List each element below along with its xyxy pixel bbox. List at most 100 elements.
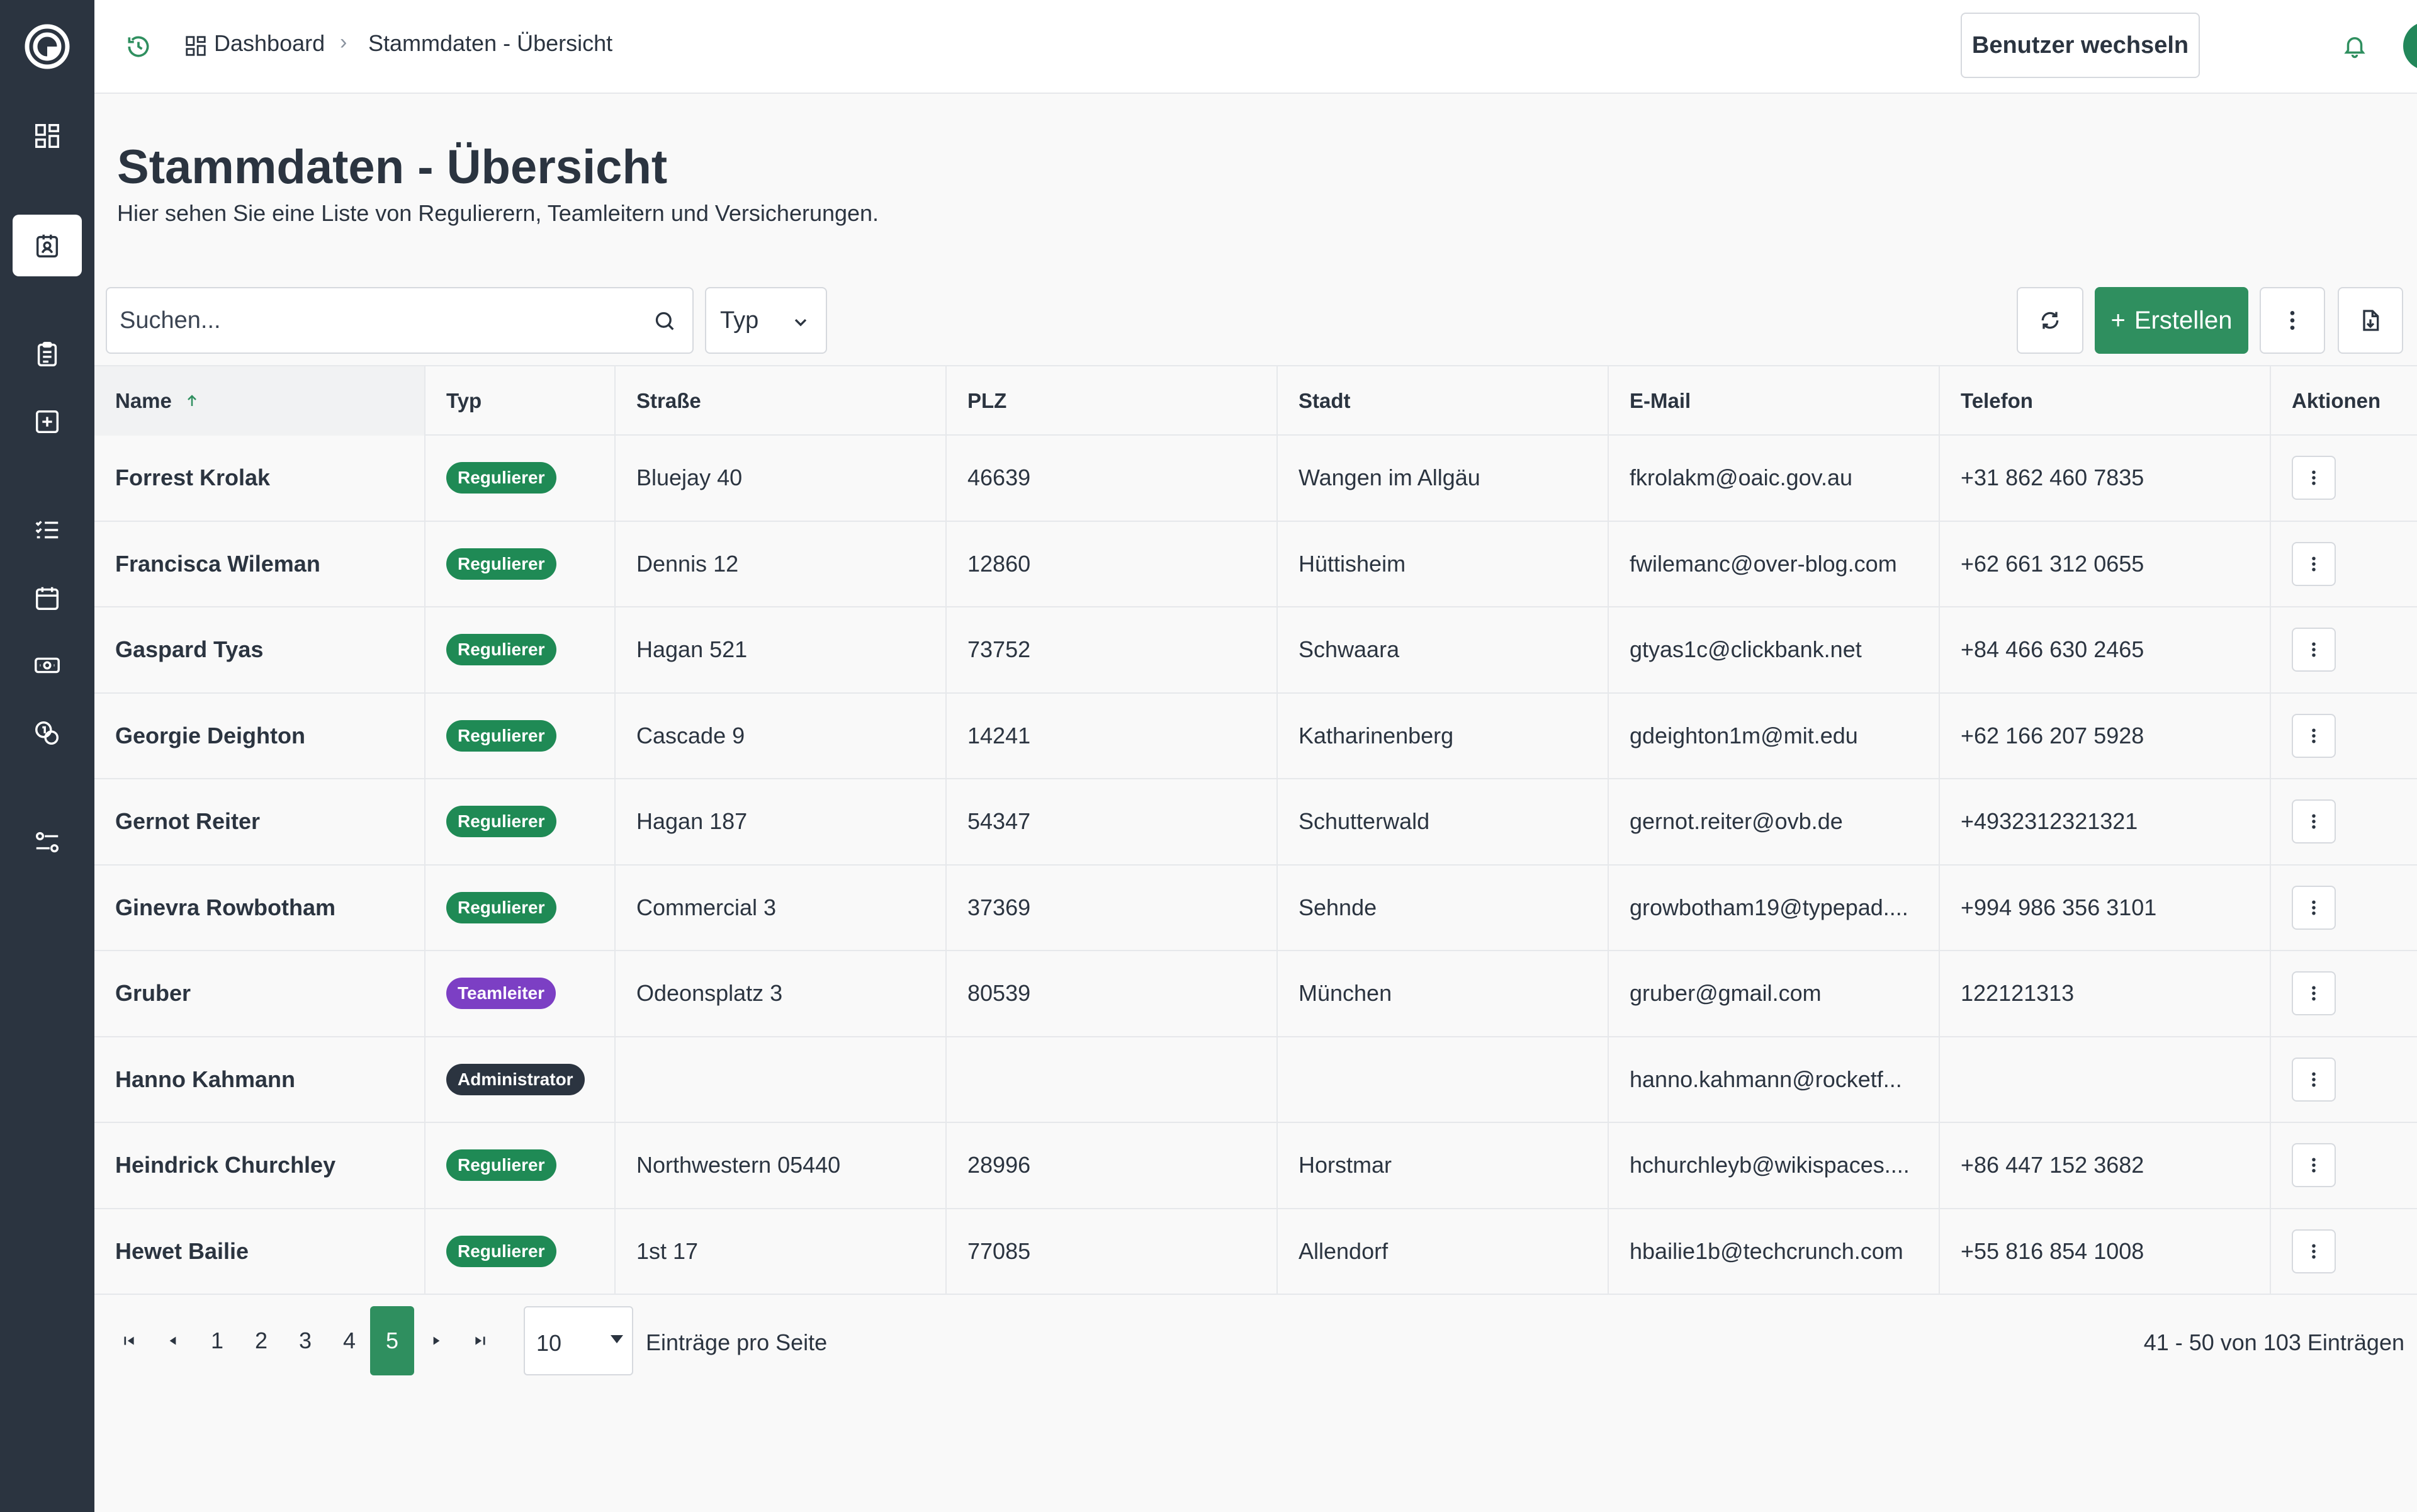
- page-button[interactable]: 2: [254, 1328, 268, 1353]
- table-row[interactable]: Gernot Reiter Regulierer Hagan 187 54347 Sch…: [94, 779, 2417, 866]
- sidebar-item-settings[interactable]: [13, 811, 82, 873]
- sidebar: [0, 0, 94, 1512]
- cell-street: Commercial 3: [616, 865, 947, 950]
- row-actions-button[interactable]: [2292, 799, 2336, 844]
- cell-name: Heindrick Churchley: [94, 1123, 425, 1208]
- table-row[interactable]: Gruber Teamleiter Odeonsplatz 3 80539 Münche…: [94, 951, 2417, 1037]
- row-actions-button[interactable]: [2292, 1143, 2336, 1188]
- search-icon[interactable]: [652, 308, 677, 334]
- table-row[interactable]: Hanno Kahmann Administrator hanno.kahmann@…: [94, 1037, 2417, 1123]
- column-header-actions: Aktionen: [2292, 389, 2381, 412]
- first-page-button[interactable]: [107, 1306, 151, 1375]
- prev-page-button[interactable]: [151, 1306, 195, 1375]
- sidebar-item-new[interactable]: [13, 391, 82, 453]
- table-row[interactable]: Francisca Wileman Regulierer Dennis 12 1286…: [94, 521, 2417, 607]
- cell-street: Odeonsplatz 3: [616, 951, 947, 1036]
- cell-email: hanno.kahmann@rocketf...: [1609, 1037, 1940, 1122]
- table-row[interactable]: Gaspard Tyas Regulierer Hagan 521 73752 Schw…: [94, 607, 2417, 694]
- cell-type: Regulierer: [425, 693, 616, 778]
- switch-user-button[interactable]: Benutzer wechseln: [1961, 13, 2200, 78]
- dashboard-icon: [186, 36, 206, 56]
- type-filter-select[interactable]: Typ: [705, 287, 827, 354]
- type-filter-label: Typ: [720, 307, 759, 334]
- history-icon[interactable]: [125, 33, 152, 60]
- cell-phone: +994 986 356 3101: [1940, 865, 2271, 950]
- more-vertical-icon: [2312, 470, 2316, 485]
- column-header-typ[interactable]: Typ: [425, 366, 616, 436]
- column-header-name[interactable]: Name: [94, 366, 425, 436]
- more-options-button[interactable]: [2260, 287, 2325, 354]
- cell-phone: +62 661 312 0655: [1940, 521, 2271, 606]
- cell-city-text: Schutterwald: [1299, 808, 1430, 835]
- cell-city-text: Horstmar: [1299, 1152, 1392, 1178]
- row-actions-button[interactable]: [2292, 971, 2336, 1016]
- row-actions-button[interactable]: [2292, 1057, 2336, 1102]
- cell-name-text: Hewet Bailie: [115, 1238, 249, 1264]
- cell-street-text: 1st 17: [636, 1238, 699, 1264]
- logo-icon[interactable]: [22, 21, 72, 72]
- cell-name: Hanno Kahmann: [94, 1037, 425, 1122]
- create-button[interactable]: + Erstellen: [2095, 287, 2248, 354]
- row-actions-button[interactable]: [2292, 541, 2336, 586]
- avatar[interactable]: D: [2403, 21, 2417, 71]
- cell-phone-text: +86 447 152 3682: [1961, 1152, 2144, 1178]
- column-header-city[interactable]: Stadt: [1278, 366, 1609, 436]
- table-row[interactable]: Ginevra Rowbotham Regulierer Commercial 3 3…: [94, 865, 2417, 951]
- row-actions-button[interactable]: [2292, 713, 2336, 758]
- last-page-button[interactable]: [458, 1306, 502, 1375]
- table-row[interactable]: Hewet Bailie Regulierer 1st 17 77085 Allendo…: [94, 1209, 2417, 1295]
- create-button-label: Erstellen: [2134, 306, 2233, 334]
- page-button[interactable]: 4: [342, 1328, 356, 1353]
- breadcrumb-dashboard[interactable]: Dashboard: [214, 30, 325, 56]
- cell-email-text: hchurchleyb@wikispaces....: [1630, 1152, 1910, 1178]
- prev-page-icon: [169, 1336, 176, 1345]
- sidebar-item-calendar[interactable]: [13, 567, 82, 629]
- column-header-street[interactable]: Straße: [616, 366, 947, 436]
- type-badge: Regulierer: [446, 806, 556, 838]
- cell-actions: [2271, 951, 2417, 1036]
- next-page-button[interactable]: [414, 1306, 458, 1375]
- page-button[interactable]: 1: [210, 1328, 224, 1353]
- row-actions-button[interactable]: [2292, 1229, 2336, 1273]
- per-page-label: Einträge pro Seite: [646, 1329, 828, 1355]
- cell-phone-text: +55 816 854 1008: [1961, 1238, 2144, 1264]
- cell-city-text: Allendorf: [1299, 1238, 1389, 1264]
- row-actions-button[interactable]: [2292, 456, 2336, 500]
- table-row[interactable]: Forrest Krolak Regulierer Bluejay 40 46639 W…: [94, 436, 2417, 522]
- file-export-icon: [2363, 310, 2379, 331]
- table-row[interactable]: Georgie Deighton Regulierer Cascade 9 14241…: [94, 693, 2417, 779]
- sidebar-item-coins[interactable]: [13, 702, 82, 764]
- sidebar-item-dashboard[interactable]: [13, 105, 82, 167]
- cell-type: Administrator: [425, 1037, 616, 1122]
- cell-phone-text: +31 862 460 7835: [1961, 465, 2144, 491]
- page-button[interactable]: 3: [298, 1328, 312, 1353]
- column-header-plz[interactable]: PLZ: [947, 366, 1278, 436]
- cell-city: Katharinenberg: [1278, 693, 1609, 778]
- cell-email: fkrolakm@oaic.gov.au: [1609, 436, 1940, 521]
- cell-name: Georgie Deighton: [94, 693, 425, 778]
- contacts-icon: [36, 234, 59, 257]
- cell-street: 1st 17: [616, 1209, 947, 1294]
- page-button-current[interactable]: 5: [370, 1306, 414, 1375]
- sidebar-item-finance[interactable]: [13, 635, 82, 696]
- refresh-button[interactable]: [2017, 287, 2083, 354]
- per-page-select[interactable]: 10: [524, 1306, 633, 1375]
- search-input[interactable]: [107, 288, 636, 353]
- row-actions-button[interactable]: [2292, 628, 2336, 672]
- row-actions-button[interactable]: [2292, 885, 2336, 930]
- bell-icon[interactable]: [2341, 33, 2368, 59]
- table-row[interactable]: Heindrick Churchley Regulierer Northwester…: [94, 1123, 2417, 1209]
- cell-phone-text: +84 466 630 2465: [1961, 636, 2144, 663]
- sidebar-item-list[interactable]: [13, 499, 82, 561]
- column-header-phone[interactable]: Telefon: [1940, 366, 2271, 436]
- column-header-email[interactable]: E-Mail: [1609, 366, 1940, 436]
- export-button[interactable]: [2338, 287, 2403, 354]
- cell-actions: [2271, 607, 2417, 692]
- cell-phone: 122121313: [1940, 951, 2271, 1036]
- cell-email-text: growbotham19@typepad....: [1630, 894, 1908, 920]
- cell-phone-text: +62 166 207 5928: [1961, 722, 2144, 748]
- sidebar-item-tasks[interactable]: [13, 324, 82, 385]
- sidebar-item-stammdaten[interactable]: [13, 215, 82, 276]
- cell-plz-text: 37369: [967, 894, 1031, 920]
- plus-square-icon: [35, 410, 59, 434]
